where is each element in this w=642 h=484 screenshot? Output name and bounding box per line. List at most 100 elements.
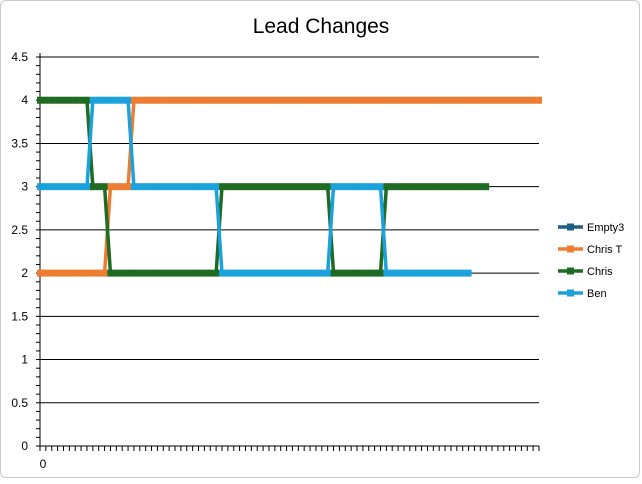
data-point [130, 96, 137, 104]
data-point [183, 269, 190, 277]
data-point [136, 183, 143, 191]
data-point [236, 183, 243, 191]
data-point [483, 183, 490, 191]
data-point [72, 96, 79, 104]
legend-item: Chris T [558, 244, 623, 256]
data-point [389, 96, 396, 104]
data-point [395, 269, 402, 277]
data-point [271, 183, 278, 191]
data-point [312, 96, 319, 104]
data-point [424, 183, 431, 191]
data-point [172, 269, 179, 277]
data-point [424, 96, 431, 104]
y-tick-label: 0 [21, 439, 28, 453]
data-point [354, 269, 361, 277]
data-point [136, 269, 143, 277]
data-point [301, 183, 308, 191]
data-point [42, 269, 49, 277]
series-chris [37, 96, 490, 277]
data-point [183, 183, 190, 191]
data-point [265, 183, 272, 191]
data-point [60, 96, 67, 104]
data-point [471, 96, 478, 104]
data-point [195, 183, 202, 191]
chart-title: Lead Changes [253, 15, 390, 38]
data-point [330, 183, 337, 191]
data-point [348, 183, 355, 191]
data-point [307, 96, 314, 104]
data-point [166, 96, 173, 104]
y-tick-label: 4 [21, 93, 28, 107]
data-point [489, 96, 496, 104]
data-point [307, 183, 314, 191]
data-point [412, 269, 419, 277]
data-point [125, 96, 132, 104]
data-point [324, 269, 331, 277]
data-point [201, 183, 208, 191]
data-point [242, 96, 249, 104]
data-point [130, 183, 137, 191]
data-point [242, 269, 249, 277]
legend-label: Chris T [587, 244, 623, 256]
data-point [324, 96, 331, 104]
data-point [536, 96, 542, 104]
data-point [277, 183, 284, 191]
data-point [336, 269, 343, 277]
legend-swatch-marker [567, 267, 574, 275]
data-point [453, 269, 460, 277]
series-group [37, 96, 542, 277]
data-point [371, 183, 378, 191]
data-point [530, 96, 537, 104]
data-point [342, 183, 349, 191]
data-point [318, 96, 325, 104]
data-point [418, 183, 425, 191]
data-point [518, 96, 525, 104]
data-point [160, 183, 167, 191]
data-point [271, 269, 278, 277]
data-point [477, 183, 484, 191]
data-point [336, 96, 343, 104]
data-point [177, 269, 184, 277]
data-point [148, 96, 155, 104]
data-point [236, 96, 243, 104]
data-point [242, 183, 249, 191]
y-tick-label: 0.5 [11, 396, 28, 410]
data-point [42, 183, 49, 191]
data-point [107, 269, 114, 277]
series-ben [37, 96, 472, 277]
data-point [260, 269, 267, 277]
data-point [83, 269, 90, 277]
data-point [42, 96, 49, 104]
data-point [78, 96, 85, 104]
data-point [195, 269, 202, 277]
data-point [295, 183, 302, 191]
data-point [430, 96, 437, 104]
data-point [348, 96, 355, 104]
data-point [418, 96, 425, 104]
data-point [318, 269, 325, 277]
data-point [342, 269, 349, 277]
data-point [377, 269, 384, 277]
data-point [324, 183, 331, 191]
data-point [336, 183, 343, 191]
data-point [89, 269, 96, 277]
data-point [125, 183, 132, 191]
data-point [148, 269, 155, 277]
data-point [37, 183, 43, 191]
data-point [500, 96, 507, 104]
data-point [395, 183, 402, 191]
data-point [477, 96, 484, 104]
data-point [154, 96, 161, 104]
data-point [95, 183, 102, 191]
legend: Empty3 Chris T Chris Ben [558, 222, 624, 300]
data-point [277, 269, 284, 277]
data-point [383, 183, 390, 191]
data-point [130, 269, 137, 277]
data-point [318, 183, 325, 191]
data-point [201, 269, 208, 277]
data-point [406, 269, 413, 277]
data-point [119, 269, 126, 277]
data-point [166, 269, 173, 277]
data-point [119, 183, 126, 191]
data-point [389, 269, 396, 277]
